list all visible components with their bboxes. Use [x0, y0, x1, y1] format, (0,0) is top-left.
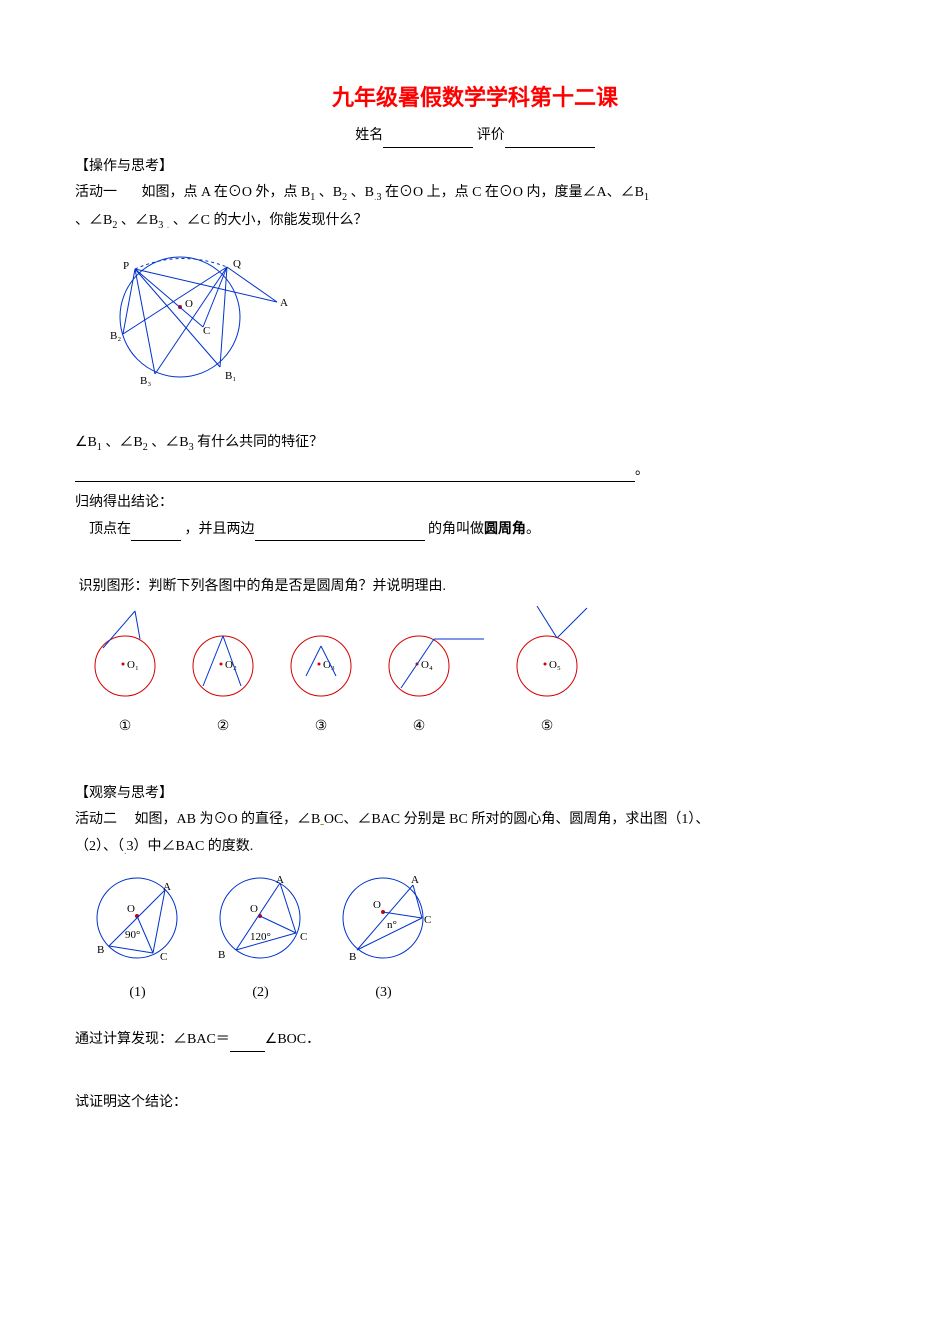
activity1-label: 活动一: [75, 185, 117, 200]
svg-text:B₂: B₂: [110, 330, 121, 342]
t: ，并且两边: [185, 522, 255, 537]
svg-text:B₁: B₁: [225, 370, 236, 382]
t: 、B: [351, 185, 374, 200]
identify-text: 识别图形：判断下列各图中的角是否是圆周角？并说明理由.: [75, 576, 875, 598]
svg-text:A: A: [280, 297, 288, 309]
t: 的角叫做: [428, 522, 484, 537]
d2-3-label: (3): [331, 982, 436, 1004]
t: ∠BOC．: [265, 1032, 320, 1047]
answer-blank[interactable]: [75, 465, 635, 482]
t: 如图，点 A 在⊙O 外，点 B: [142, 185, 311, 200]
section2-head: 【观察与思考】: [75, 783, 875, 805]
activity1-diagram: O P Q A C B₂ B₃ B₁: [85, 239, 875, 407]
circ-5-label: ⑤: [497, 716, 597, 738]
activity1-text-line2: 、∠B2 、∠B3 . 、∠C 的大小，你能发现什么？: [75, 210, 875, 234]
circ-2: O₂ ②: [183, 606, 263, 738]
svg-text:120°: 120°: [250, 931, 271, 943]
prove-text: 试证明这个结论：: [75, 1092, 875, 1114]
svg-text:C: C: [424, 914, 431, 926]
t: 圆周角: [484, 522, 526, 537]
t: 在⊙O 上，点 C 在⊙O 内，度量∠A、∠B: [385, 185, 644, 200]
svg-text:O: O: [127, 903, 135, 915]
activity2-text: 活动二 如图，AB 为⊙O 的直径，∠B OC、∠BAC 分别是 BC 所对的圆…: [75, 809, 875, 831]
blank-vertex[interactable]: [131, 524, 181, 541]
section1-head: 【操作与思考】: [75, 156, 875, 178]
svg-text:B: B: [349, 951, 356, 963]
activity2-text-line2: （2）、（.3）中∠BAC 的度数.: [75, 836, 875, 860]
svg-text:B: B: [218, 949, 225, 961]
svg-text:P: P: [123, 260, 129, 272]
svg-text:O₁: O₁: [127, 659, 139, 671]
t: 识别图形：判断下列各图中的角是否是圆周角？并说明理由.: [79, 579, 447, 594]
t: 有什么共同的特征？: [197, 435, 323, 450]
t: 、∠B: [105, 435, 142, 450]
activity2-diagrams: O A B C 90° (1) O A B C 120° (2): [85, 868, 875, 1005]
t: 通过计算发现：∠BAC＝: [75, 1032, 230, 1047]
name-label: 姓名: [355, 128, 383, 143]
t: 。: [526, 522, 540, 537]
page-title: 九年级暑假数学学科第十二课: [75, 80, 875, 115]
t: 顶点在: [89, 522, 131, 537]
svg-text:O₄: O₄: [421, 659, 433, 671]
svg-text:B₃: B₃: [140, 375, 151, 387]
t: OC、∠BAC 分别是 BC 所对的圆心角、圆周角，求出图（1）、: [324, 812, 709, 827]
circ-4-label: ④: [349, 716, 489, 738]
b-question: ∠B1 、∠B2 、∠B3 有什么共同的特征？: [75, 432, 875, 456]
score-label: 评价: [477, 128, 505, 143]
svg-text:A: A: [411, 874, 419, 886]
identify-diagrams: O₁ ① O₂ ② O₃ ③ O₄: [85, 606, 875, 738]
circ-4: O₄ ④: [379, 606, 489, 738]
t: 3）中∠BAC 的度数.: [127, 839, 254, 854]
t: ∠B: [75, 435, 97, 450]
circ-1: O₁ ①: [85, 606, 165, 738]
activity1-text: 活动一 如图，点 A 在⊙O 外，点 B1 、B2 、B.3 在⊙O 上，点 C…: [75, 182, 875, 206]
svg-text:Q: Q: [233, 258, 241, 270]
score-blank[interactable]: [505, 131, 595, 148]
svg-text:90°: 90°: [125, 929, 140, 941]
conclusion-text: 顶点在 ，并且两边 的角叫做圆周角。: [75, 519, 875, 541]
activity2-label: 活动二: [75, 812, 117, 827]
d2-2-label: (2): [208, 982, 313, 1004]
svg-text:n°: n°: [387, 919, 397, 931]
name-score-line: 姓名 评价: [75, 125, 875, 147]
t: 、∠B: [121, 213, 158, 228]
answer-blank-line: 。: [75, 460, 875, 482]
t: （2）、（: [75, 839, 124, 854]
svg-text:C: C: [300, 931, 307, 943]
d2-1: O A B C 90° (1): [85, 868, 190, 1005]
calc-result: 通过计算发现：∠BAC＝ ∠BOC．: [75, 1029, 875, 1051]
blank-sides[interactable]: [255, 524, 425, 541]
t: 、∠B: [151, 435, 188, 450]
circ-1-label: ①: [85, 716, 165, 738]
conclusion-head: 归纳得出结论：: [75, 492, 875, 514]
d2-3: O A B C n° (3): [331, 868, 436, 1005]
calc-blank[interactable]: [230, 1035, 265, 1052]
t: 、B: [319, 185, 342, 200]
svg-text:O₅: O₅: [549, 659, 561, 671]
circ-5: O₅ ⑤: [507, 606, 597, 738]
svg-text:O: O: [185, 298, 193, 310]
t: 、∠C 的大小，你能发现什么？: [173, 213, 368, 228]
svg-text:B: B: [97, 944, 104, 956]
d2-1-label: (1): [85, 982, 190, 1004]
name-blank[interactable]: [383, 131, 473, 148]
svg-text:O: O: [250, 903, 258, 915]
t: 如图，AB 为⊙O 的直径，∠B: [135, 812, 321, 827]
svg-text:O: O: [373, 899, 381, 911]
circ-2-label: ②: [183, 716, 263, 738]
svg-text:C: C: [160, 951, 167, 963]
svg-text:C: C: [203, 325, 210, 337]
t: 、∠B: [75, 213, 112, 228]
d2-2: O A B C 120° (2): [208, 868, 313, 1005]
